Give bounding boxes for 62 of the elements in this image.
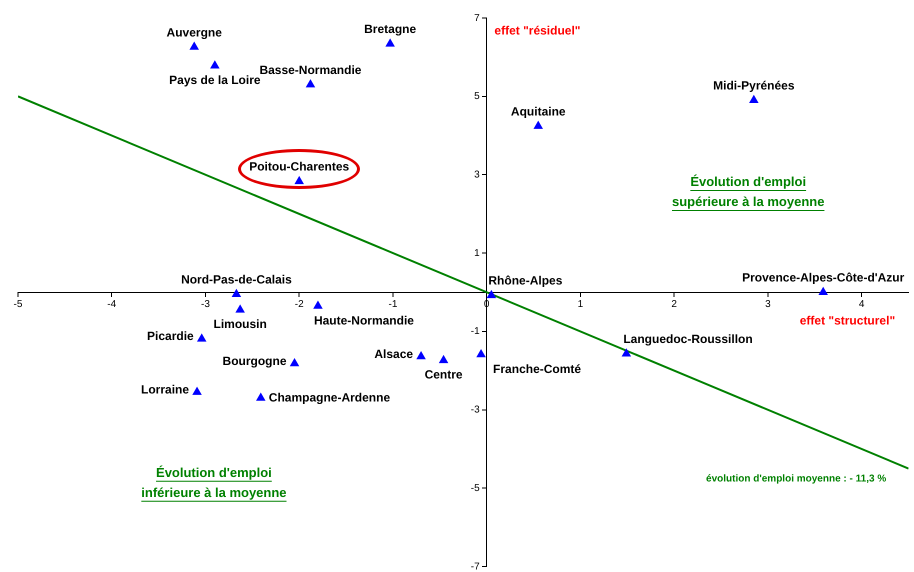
- point: [314, 300, 322, 309]
- point: [192, 387, 202, 395]
- annotation: Nord-Pas-de-Calais: [181, 272, 292, 287]
- annotation: Basse-Normandie: [259, 62, 362, 77]
- annotation: effet "structurel": [800, 314, 896, 328]
- x-tick-label: -2: [294, 299, 304, 310]
- annotation: effet "résiduel": [494, 23, 580, 38]
- y-tick-label: 7: [474, 12, 480, 24]
- point: [439, 355, 448, 364]
- point: [306, 80, 315, 88]
- point: [236, 304, 245, 313]
- point: [486, 290, 496, 298]
- point: [290, 358, 299, 366]
- annotation: Pays de la Loire: [169, 73, 261, 88]
- x-tick-label: 4: [858, 299, 865, 310]
- point: [256, 393, 266, 401]
- annotation: Picardie: [147, 329, 194, 344]
- y-tick-label: -5: [470, 482, 480, 494]
- point: [232, 289, 241, 297]
- annotation: Lorraine: [141, 382, 190, 396]
- x-tick-label: 3: [765, 299, 772, 310]
- point: [190, 42, 199, 50]
- x-tick-label: -3: [201, 299, 210, 310]
- point: [386, 38, 395, 47]
- y-tick-label: -1: [470, 326, 480, 338]
- point: [749, 95, 758, 104]
- annotation: Haute-Normandie: [314, 313, 414, 328]
- y-tick-label: 5: [474, 91, 480, 102]
- point: [416, 352, 426, 360]
- y-tick-label: -3: [470, 404, 480, 416]
- annotation: évolution d'emploi moyenne : - 11,3 %: [706, 473, 886, 484]
- annotation: Évolution d'emploi supérieure à la moyenne: [672, 174, 824, 210]
- x-tick-label: -1: [388, 299, 398, 310]
- annotation: Provence-Alpes-Côte-d'Azur: [742, 270, 905, 285]
- annotation: Limousin: [213, 317, 267, 332]
- annotation: Rhône-Alpes: [488, 274, 563, 288]
- point: [476, 350, 486, 358]
- annotation: Bretagne: [364, 22, 416, 36]
- point: [818, 287, 828, 295]
- x-tick-label: -5: [14, 299, 23, 310]
- annotation: Aquitaine: [510, 104, 566, 118]
- annotation: Bourgogne: [222, 354, 287, 368]
- annotation: Languedoc-Roussillon: [623, 332, 753, 346]
- annotation: Franche-Comté: [493, 362, 582, 376]
- point: [534, 121, 543, 129]
- point: [197, 334, 206, 342]
- annotation: Champagne-Ardenne: [268, 390, 390, 404]
- annotation: Auvergne: [166, 25, 222, 40]
- y-tick-label: -7: [470, 561, 480, 572]
- point: [210, 60, 220, 69]
- point: [294, 176, 304, 184]
- x-tick-label: 2: [671, 299, 678, 310]
- y-tick-label: 1: [474, 248, 480, 259]
- annotation: Évolution d'emploi inférieure à la moyenne: [141, 464, 287, 500]
- y-tick-label: 3: [474, 169, 480, 180]
- annotation: Poitou-Charentes: [249, 160, 350, 174]
- annotation: Midi-Pyrénées: [713, 78, 795, 93]
- point: [622, 348, 631, 357]
- annotation: Centre: [424, 368, 463, 382]
- x-tick-label: -4: [107, 299, 117, 310]
- annotation: Alsace: [374, 346, 414, 361]
- x-tick-label: 1: [578, 299, 584, 310]
